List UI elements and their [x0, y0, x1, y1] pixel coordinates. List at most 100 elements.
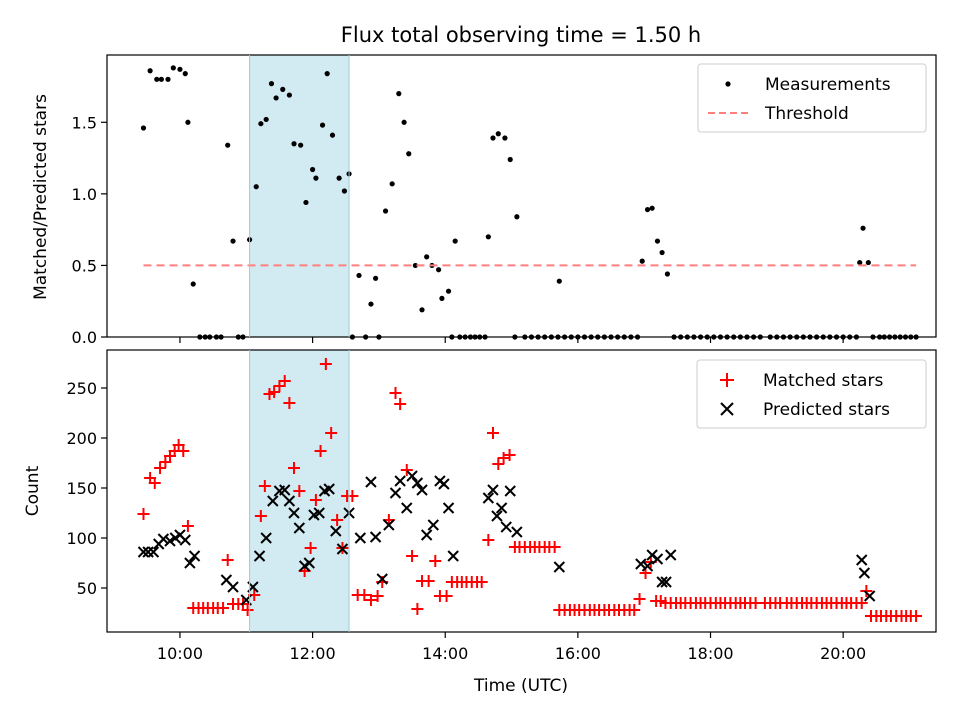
- predicted-star-point: [184, 557, 196, 569]
- measurement-point: [309, 166, 316, 173]
- predicted-star-point: [651, 553, 664, 565]
- predicted-star-point: [293, 522, 306, 534]
- matched-star-point: [358, 589, 371, 601]
- matched-star-point: [633, 593, 646, 605]
- y-tick-label: 0.5: [72, 256, 97, 275]
- matched-star-point: [288, 462, 301, 474]
- bottom-legend-box: [696, 359, 927, 429]
- legend-predicted-label: Predicted stars: [763, 400, 890, 420]
- matched-star-point: [314, 445, 327, 457]
- measurement-point: [485, 234, 491, 240]
- matched-star-point: [371, 590, 384, 602]
- predicted-star-point: [858, 567, 871, 579]
- measurement-point: [664, 271, 671, 277]
- predicted-star-point: [553, 561, 566, 573]
- y-tick-label: 100: [66, 529, 97, 548]
- predicted-star-point: [438, 478, 450, 490]
- top-legend-box: [697, 63, 927, 133]
- measurement-point: [556, 278, 562, 284]
- legend-matched-label: Matched stars: [763, 371, 883, 391]
- measurement-point: [419, 307, 425, 313]
- predicted-star-point: [279, 484, 291, 496]
- predicted-star-point: [376, 573, 388, 585]
- matched-star-point: [331, 514, 344, 526]
- measurement-point: [158, 76, 164, 82]
- measurement-point: [514, 214, 520, 220]
- predicted-star-point: [635, 558, 647, 570]
- predicted-star-point: [442, 502, 455, 514]
- predicted-star-point: [427, 519, 440, 531]
- predicted-star-point: [369, 531, 382, 543]
- predicted-star-point: [394, 475, 406, 487]
- matched-star-point: [304, 542, 317, 554]
- predicted-star-point: [665, 549, 677, 561]
- measurement-point: [389, 181, 395, 187]
- predicted-star-point: [511, 526, 523, 538]
- measurement-point: [412, 262, 418, 269]
- predicted-star-point: [260, 532, 272, 544]
- predicted-star-point: [354, 532, 367, 544]
- top-x-ticks: [179, 337, 844, 343]
- top-shaded-interval: [249, 55, 350, 337]
- measurement-point: [659, 249, 665, 256]
- measurement-point: [280, 86, 286, 92]
- predicted-star-point: [267, 495, 279, 507]
- matched-star-point: [217, 602, 230, 614]
- y-tick-label: 50: [77, 579, 97, 598]
- matched-star-point: [411, 603, 424, 615]
- measurement-point: [857, 259, 863, 266]
- predicted-star-point: [227, 581, 239, 593]
- predicted-star-point: [147, 546, 160, 558]
- legend-threshold-label: Threshold: [764, 104, 849, 124]
- matched-star-point: [400, 464, 413, 476]
- measurement-point: [319, 122, 326, 128]
- matched-star-point: [283, 397, 296, 409]
- x-tick-label: 14:00: [422, 644, 468, 663]
- measurement-point: [356, 272, 362, 279]
- measurement-point: [273, 95, 279, 101]
- bottom-x-axis-label: Time (UTC): [473, 676, 568, 696]
- measurement-point: [140, 125, 147, 131]
- matched-star-point: [492, 458, 505, 470]
- measurement-point: [445, 288, 452, 294]
- predicted-star-point: [491, 510, 503, 522]
- predicted-star-point: [323, 483, 335, 495]
- x-tick-label: 16:00: [555, 644, 601, 663]
- matched-star-point: [221, 554, 234, 566]
- measurement-point: [406, 151, 412, 157]
- predicted-star-point: [660, 576, 672, 588]
- measurement-point: [495, 131, 501, 137]
- matched-star-point: [346, 490, 359, 502]
- measurement-point: [225, 142, 231, 148]
- measurement-point: [341, 188, 348, 194]
- predicted-star-point: [656, 576, 668, 588]
- predicted-star-point: [313, 507, 325, 519]
- legend-predicted-marker: [720, 402, 734, 416]
- measurement-point: [654, 238, 661, 244]
- matched-star-point: [325, 427, 338, 439]
- legend-measurements-marker: [725, 81, 731, 87]
- top-y-ticks: 0.0 0.5 1.0 1.5: [72, 113, 107, 347]
- measurement-point: [170, 65, 176, 71]
- measurement-point: [298, 142, 304, 148]
- measurement-point: [382, 208, 389, 214]
- predicted-star-point: [288, 507, 300, 519]
- predicted-star-point: [164, 535, 176, 547]
- x-tick-label: 18:00: [687, 644, 733, 663]
- matched-star-point: [497, 452, 510, 464]
- bottom-axes-frame: [106, 349, 937, 633]
- predicted-star-point: [495, 502, 508, 514]
- bottom-series: [137, 358, 923, 622]
- legend-measurements-label: Measurements: [765, 75, 891, 95]
- y-tick-label: 150: [66, 479, 97, 498]
- measurement-point: [865, 259, 871, 266]
- measurement-point: [190, 281, 196, 287]
- measurement-point: [336, 175, 342, 181]
- predicted-star-point: [303, 557, 315, 569]
- measurement-point: [424, 254, 430, 260]
- y-tick-label: 0.0: [72, 328, 97, 347]
- measurement-point: [502, 135, 508, 141]
- measurement-point: [324, 71, 330, 77]
- y-tick-label: 1.5: [72, 113, 97, 132]
